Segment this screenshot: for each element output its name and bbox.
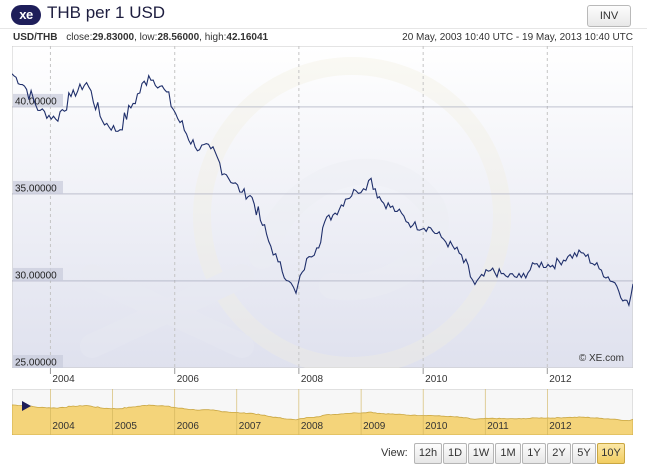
view-button-10y[interactable]: 10Y xyxy=(597,443,625,464)
navigator[interactable]: 2004 2005 2006 2007 2008 2009 2010 2011 2012 xyxy=(12,389,633,435)
invert-button[interactable]: INV xyxy=(587,5,631,27)
navigator-years: 2004 2005 2006 2007 2008 2009 2010 2011 2012 xyxy=(50,389,572,435)
view-button-1w[interactable]: 1W xyxy=(468,443,494,464)
date-range: 20 May, 2003 10:40 UTC - 19 May, 2013 10… xyxy=(402,32,633,43)
rate-chart[interactable]: 25.00000 30.00000 35.00000 40.00000 © XE.co… xyxy=(12,46,633,368)
y-tick-bg-35 xyxy=(13,180,63,194)
navigator-year-label: 2005 xyxy=(115,421,138,432)
close-label: close: xyxy=(66,32,93,43)
navigator-year-label: 2011 xyxy=(487,421,509,432)
navigator-area xyxy=(12,404,633,435)
navigator-year-label: 2009 xyxy=(363,421,386,432)
x-tick-label: 2004 xyxy=(52,374,75,385)
series-line xyxy=(12,73,633,308)
header-divider xyxy=(0,28,647,29)
header: xe THB per 1 USD INV xyxy=(0,0,647,30)
navigator-year-label: 2006 xyxy=(177,421,200,432)
summary-line: USD/THB close:29.83000, low:28.56000, hi… xyxy=(13,32,633,43)
x-tick-label: 2012 xyxy=(549,374,572,385)
low-value: 28.56000 xyxy=(157,32,200,43)
copyright-text: © XE.com xyxy=(579,353,624,364)
x-tick-label: 2006 xyxy=(177,374,200,385)
low-label: low: xyxy=(139,32,158,43)
y-tick-label: 25.00000 xyxy=(15,358,57,369)
navigator-year-label: 2012 xyxy=(549,421,572,432)
play-icon[interactable] xyxy=(22,401,31,411)
xe-logo: xe xyxy=(11,5,41,25)
close-value: 29.83000 xyxy=(92,32,135,43)
x-axis: 2004 2006 2008 2010 2012 xyxy=(49,368,572,385)
y-axis-ticks: 25.00000 30.00000 35.00000 40.00000 xyxy=(13,93,63,369)
x-tick-label: 2010 xyxy=(425,374,448,385)
grid xyxy=(12,46,633,368)
y-tick-bg-40 xyxy=(13,93,63,107)
navigator-year-label: 2004 xyxy=(52,421,75,432)
view-button-1d[interactable]: 1D xyxy=(443,443,467,464)
currency-pair: USD/THB xyxy=(13,32,58,43)
page-title: THB per 1 USD xyxy=(47,3,166,22)
navigator-year-label: 2010 xyxy=(425,421,448,432)
high-label: high: xyxy=(204,32,227,43)
y-tick-bg-30 xyxy=(13,267,63,281)
navigator-year-label: 2008 xyxy=(301,421,324,432)
view-button-2y[interactable]: 2Y xyxy=(547,443,571,464)
y-tick-bg-25 xyxy=(13,355,63,368)
y-tick-label: 30.00000 xyxy=(15,270,57,281)
view-button-12h[interactable]: 12h xyxy=(414,443,442,464)
x-tick-label: 2008 xyxy=(301,374,324,385)
view-button-1y[interactable]: 1Y xyxy=(522,443,546,464)
plot-area xyxy=(12,46,633,368)
view-button-1m[interactable]: 1M xyxy=(495,443,521,464)
y-tick-label: 40.00000 xyxy=(15,96,57,107)
view-label: View: xyxy=(381,447,408,459)
high-value: 42.16041 xyxy=(226,32,269,43)
xe-watermark xyxy=(80,57,511,368)
y-tick-label: 35.00000 xyxy=(15,183,57,194)
series-layer xyxy=(12,73,633,308)
view-button-5y[interactable]: 5Y xyxy=(572,443,596,464)
navigator-year-label: 2007 xyxy=(239,421,262,432)
